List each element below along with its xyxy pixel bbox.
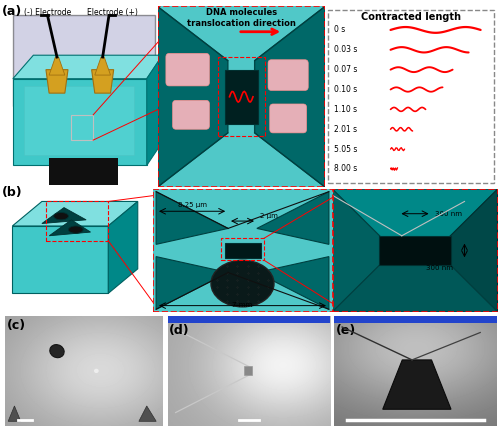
Polygon shape	[139, 406, 156, 421]
Polygon shape	[8, 406, 21, 421]
Ellipse shape	[94, 369, 98, 373]
Polygon shape	[257, 257, 329, 309]
Polygon shape	[13, 79, 147, 166]
Bar	[378, 236, 452, 265]
Text: 300 nm: 300 nm	[426, 265, 454, 271]
Bar	[224, 243, 260, 258]
Bar	[168, 316, 330, 322]
Polygon shape	[12, 226, 108, 293]
Text: (c): (c)	[6, 319, 26, 332]
Bar	[244, 366, 252, 375]
Text: (-) Electrode: (-) Electrode	[24, 8, 71, 17]
FancyBboxPatch shape	[13, 15, 154, 106]
Bar	[224, 70, 258, 124]
Polygon shape	[95, 57, 110, 75]
Polygon shape	[49, 57, 65, 75]
Polygon shape	[254, 6, 325, 187]
Bar	[221, 238, 264, 260]
Bar	[46, 201, 108, 241]
Polygon shape	[332, 189, 498, 238]
Polygon shape	[332, 263, 498, 312]
Polygon shape	[257, 192, 329, 244]
Ellipse shape	[211, 260, 274, 307]
Text: (a): (a)	[2, 5, 22, 18]
Bar	[334, 316, 496, 322]
Ellipse shape	[68, 226, 83, 233]
Polygon shape	[383, 360, 451, 409]
Text: 8.00 s: 8.00 s	[334, 165, 357, 173]
Text: (d): (d)	[169, 324, 190, 337]
Text: DNA molecules
translocation direction: DNA molecules translocation direction	[187, 8, 296, 28]
Ellipse shape	[50, 344, 64, 358]
Text: 300 nm: 300 nm	[435, 211, 462, 217]
Polygon shape	[332, 189, 382, 312]
Text: 0.03 s: 0.03 s	[334, 45, 357, 54]
Polygon shape	[156, 257, 228, 309]
Polygon shape	[92, 70, 114, 93]
Polygon shape	[46, 70, 68, 93]
Polygon shape	[156, 192, 228, 244]
Text: 8.25 μm: 8.25 μm	[178, 202, 206, 208]
Text: 2 μm: 2 μm	[260, 212, 278, 218]
Polygon shape	[24, 86, 134, 154]
Text: (e): (e)	[336, 324, 356, 337]
Text: 7 mm: 7 mm	[232, 302, 252, 308]
Text: Electrode (+): Electrode (+)	[86, 8, 138, 17]
Bar	[71, 115, 93, 140]
Ellipse shape	[54, 212, 68, 220]
Text: 0.10 s: 0.10 s	[334, 85, 357, 94]
Polygon shape	[158, 6, 228, 187]
Polygon shape	[13, 55, 162, 79]
FancyBboxPatch shape	[270, 104, 306, 133]
Text: 1.10 s: 1.10 s	[334, 105, 357, 114]
Polygon shape	[12, 201, 138, 226]
Bar	[49, 158, 118, 185]
FancyBboxPatch shape	[172, 100, 210, 129]
Text: 0 s: 0 s	[334, 25, 345, 34]
Polygon shape	[42, 208, 86, 224]
Polygon shape	[108, 201, 138, 293]
Text: Contracted length: Contracted length	[361, 12, 461, 22]
Polygon shape	[448, 189, 498, 312]
Text: 5.05 s: 5.05 s	[334, 144, 357, 154]
Text: 0.07 s: 0.07 s	[334, 65, 357, 74]
Bar	[218, 57, 264, 136]
Text: 2.01 s: 2.01 s	[334, 125, 357, 134]
FancyBboxPatch shape	[268, 60, 308, 90]
Text: (b): (b)	[2, 185, 22, 199]
Polygon shape	[49, 220, 90, 236]
Polygon shape	[147, 55, 162, 166]
FancyBboxPatch shape	[166, 53, 210, 86]
